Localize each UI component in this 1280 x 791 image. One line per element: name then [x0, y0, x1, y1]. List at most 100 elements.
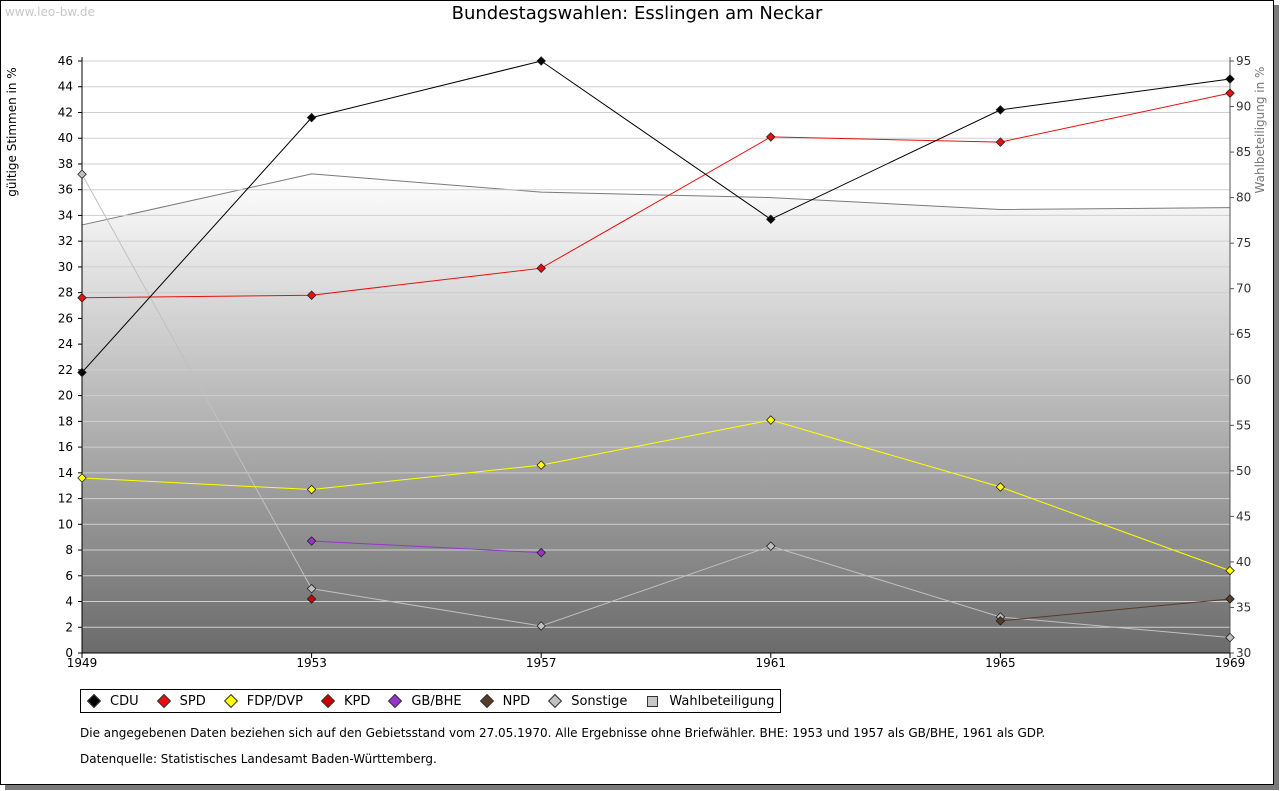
- y-tick-label-left: 24: [58, 337, 73, 351]
- y-tick-label-right: 75: [1236, 236, 1251, 250]
- legend-label: KPD: [343, 693, 371, 709]
- data-point-npd: [1225, 594, 1235, 604]
- turnout-line: [81, 173, 1231, 226]
- data-point-cdu: [766, 214, 776, 225]
- y-tick-label-right: 30: [1236, 646, 1251, 660]
- legend-label: FDP/DVP: [246, 693, 303, 709]
- legend-item-npd: NPD: [478, 693, 531, 709]
- y-tick-label-left: 12: [58, 492, 73, 506]
- data-point-sonstige: [766, 541, 776, 551]
- data-point-kpd: [306, 594, 317, 604]
- legend-item-fdp-dvp: FDP/DVP: [222, 694, 303, 709]
- y-tick-label-right: 65: [1236, 327, 1251, 341]
- y-tick-label-right: 40: [1236, 555, 1251, 569]
- y-tick-label-right: 85: [1236, 145, 1251, 159]
- legend-diamond-icon: [223, 693, 238, 709]
- data-point-spd: [766, 132, 776, 142]
- y-tick-label-right: 90: [1236, 100, 1251, 114]
- data-point-cdu: [536, 56, 546, 66]
- y-tick-label-left: 8: [65, 543, 73, 557]
- legend-square-icon: [647, 695, 659, 707]
- data-point-fdp-dvp: [306, 484, 317, 495]
- y-axis-title-right: Wahlbeteiligung in %: [1253, 67, 1267, 194]
- y-tick-label-left: 32: [58, 234, 73, 248]
- x-tick-label: 1957: [526, 656, 557, 670]
- x-tick-label: 1969: [1215, 656, 1246, 670]
- y-tick-label-left: 6: [65, 569, 73, 583]
- y-tick-label-left: 46: [58, 54, 73, 68]
- data-point-fdp-dvp: [77, 473, 87, 483]
- y-tick-label-left: 38: [58, 157, 73, 171]
- turnout-area-layer: [81, 173, 1231, 654]
- legend-label: CDU: [110, 693, 139, 709]
- legend-diamond-icon: [156, 693, 171, 709]
- y-tick-label-left: 14: [58, 466, 73, 480]
- data-point-fdp-dvp: [995, 482, 1006, 492]
- y-tick-label-left: 44: [58, 80, 73, 94]
- legend-diamond-icon: [320, 693, 336, 709]
- axes: 0246810121416182022242628303234363840424…: [5, 54, 1267, 670]
- data-point-gb-bhe: [536, 547, 546, 558]
- y-tick-label-left: 36: [58, 183, 73, 197]
- data-point-spd: [77, 293, 87, 303]
- data-point-fdp-dvp: [766, 415, 776, 425]
- data-point-cdu: [77, 367, 87, 378]
- gridlines: [82, 60, 1230, 628]
- y-tick-label-left: 30: [58, 260, 73, 274]
- data-point-cdu: [306, 112, 317, 123]
- series-lines: [81, 60, 1231, 639]
- legend-label: GB/BHE: [411, 693, 462, 709]
- data-point-spd: [995, 137, 1006, 147]
- series-line-gb-bhe: [311, 540, 542, 554]
- series-line-spd: [81, 92, 1231, 299]
- y-tick-label-left: 2: [65, 620, 73, 634]
- y-tick-label-left: 18: [58, 414, 73, 428]
- series-line-sonstige: [81, 174, 1231, 639]
- legend-diamond-icon: [548, 693, 563, 709]
- y-tick-label-right: 60: [1236, 373, 1251, 387]
- data-point-sonstige: [1225, 632, 1235, 643]
- x-tick-label: 1949: [67, 656, 98, 670]
- legend-diamond-icon: [86, 693, 102, 709]
- y-tick-label-right: 80: [1236, 191, 1251, 205]
- footnote-text: Die angegebenen Daten beziehen sich auf …: [80, 726, 1046, 740]
- y-tick-label-left: 28: [58, 286, 73, 300]
- legend-label: Sonstige: [571, 693, 628, 709]
- data-point-spd: [306, 290, 317, 300]
- legend-label: NPD: [502, 693, 531, 709]
- watermark: www.leo-bw.de: [5, 5, 95, 19]
- data-point-spd: [1225, 88, 1235, 98]
- data-point-fdp-dvp: [536, 460, 546, 470]
- x-tick-label: 1965: [985, 656, 1016, 670]
- data-point-cdu: [1225, 74, 1235, 84]
- y-tick-label-right: 70: [1236, 282, 1251, 296]
- legend-item-kpd: KPD: [319, 694, 370, 709]
- series-line-cdu: [81, 60, 1231, 373]
- y-tick-label-left: 0: [65, 646, 73, 660]
- legend-item-wahlbeteiligung: Wahlbeteiligung: [643, 694, 774, 709]
- data-point-cdu: [995, 105, 1006, 115]
- data-point-spd: [536, 263, 546, 273]
- legend-diamond-icon: [388, 693, 403, 709]
- series-line-fdp-dvp: [81, 419, 1231, 572]
- legend-diamond-icon: [479, 693, 494, 709]
- y-tick-label-left: 10: [58, 517, 73, 531]
- y-tick-label-left: 20: [58, 389, 73, 403]
- data-point-npd: [995, 616, 1006, 626]
- y-tick-label-left: 34: [58, 208, 73, 222]
- data-point-fdp-dvp: [1225, 565, 1235, 576]
- legend-label: SPD: [179, 693, 206, 709]
- y-axis-title-left: gültige Stimmen in %: [5, 67, 19, 196]
- y-tick-label-right: 45: [1236, 509, 1251, 523]
- y-tick-label-left: 26: [58, 311, 73, 325]
- data-point-sonstige: [306, 583, 317, 594]
- legend-item-cdu: CDU: [85, 694, 139, 709]
- y-tick-label-left: 22: [58, 363, 73, 377]
- y-tick-label-left: 16: [58, 440, 73, 454]
- y-tick-label-right: 50: [1236, 464, 1251, 478]
- y-tick-label-left: 4: [65, 595, 73, 609]
- y-tick-label-right: 55: [1236, 418, 1251, 432]
- y-tick-label-right: 35: [1236, 600, 1251, 614]
- data-source-text: Datenquelle: Statistisches Landesamt Bad…: [80, 752, 437, 766]
- legend-item-spd: SPD: [155, 694, 206, 709]
